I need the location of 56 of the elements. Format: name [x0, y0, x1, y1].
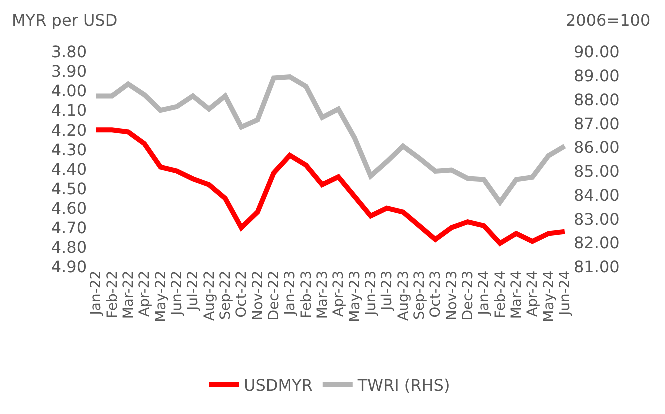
y-tick-label: 4.30: [51, 140, 87, 160]
x-tick-label: Apr-24: [525, 270, 542, 318]
x-tick-label: Apr-23: [331, 270, 348, 318]
y-tick-label: 4.60: [51, 198, 87, 218]
y2-tick-label: 82.00: [574, 234, 620, 253]
x-tick-label: Jun-24: [557, 270, 574, 317]
x-tick-label: Jun-22: [169, 270, 186, 317]
x-tick-label: Dec-23: [460, 270, 476, 321]
y2-tick-label: 81.00: [574, 258, 620, 277]
legend-label: TWRI (RHS): [356, 376, 450, 396]
x-tick-label: Oct-22: [234, 270, 250, 318]
x-tick-label: Nov-22: [250, 270, 266, 321]
x-tick-label: Feb-23: [298, 270, 315, 318]
x-tick-label: Feb-22: [104, 270, 121, 318]
x-tick-label: Jun-23: [363, 270, 380, 317]
y2-tick-label: 86.00: [574, 138, 620, 158]
x-tick-label: May-24: [541, 270, 558, 322]
x-tick-label: Aug-23: [396, 270, 412, 322]
y2-tick-label: 89.00: [574, 66, 620, 86]
x-tick-label: Jan-24: [476, 270, 493, 316]
y-tick-label: 4.80: [51, 238, 87, 258]
y-tick-label: 4.70: [51, 218, 87, 238]
x-tick-label: Mar-23: [314, 270, 331, 320]
y-axis-title: MYR per USD: [12, 11, 118, 30]
y2-tick-label: 90.00: [574, 42, 620, 62]
y2-tick-label: 88.00: [574, 90, 620, 110]
y-tick-label: 4.90: [51, 258, 87, 277]
x-tick-label: Mar-22: [120, 270, 137, 320]
x-tick-label: Oct-23: [428, 270, 444, 318]
x-tick-label: Jan-22: [88, 270, 105, 316]
y-tick-label: 3.80: [51, 42, 87, 62]
x-tick-label: Apr-22: [137, 270, 154, 318]
y2-axis-title: 2006=100: [566, 11, 651, 30]
y2-tick-label: 85.00: [574, 162, 620, 182]
y-tick-label: 4.00: [51, 82, 87, 101]
x-tick-label: Sep-23: [412, 270, 428, 320]
y-tick-label: 4.10: [51, 101, 87, 120]
legend-label: USDMYR: [244, 376, 313, 396]
y-tick-label: 4.50: [51, 179, 87, 198]
y2-tick-label: 87.00: [574, 114, 620, 134]
x-tick-label: Feb-24: [492, 270, 509, 318]
y-tick-label: 4.20: [51, 120, 87, 140]
x-tick-label: Sep-22: [218, 270, 234, 320]
y2-tick-label: 83.00: [574, 210, 620, 229]
y2-tick-label: 84.00: [574, 186, 620, 205]
x-tick-label: Mar-24: [508, 270, 525, 320]
x-tick-label: Nov-23: [444, 270, 460, 321]
x-tick-label: May-23: [347, 270, 364, 322]
y-tick-label: 4.40: [51, 160, 87, 179]
x-tick-label: Aug-22: [202, 270, 218, 322]
x-tick-label: May-22: [153, 270, 170, 322]
x-tick-label: Jul-22: [186, 270, 202, 312]
x-tick-label: Dec-22: [266, 270, 282, 321]
x-tick-label: Jul-23: [380, 270, 396, 312]
x-tick-label: Jan-23: [282, 270, 299, 316]
y-tick-label: 3.90: [51, 62, 87, 82]
